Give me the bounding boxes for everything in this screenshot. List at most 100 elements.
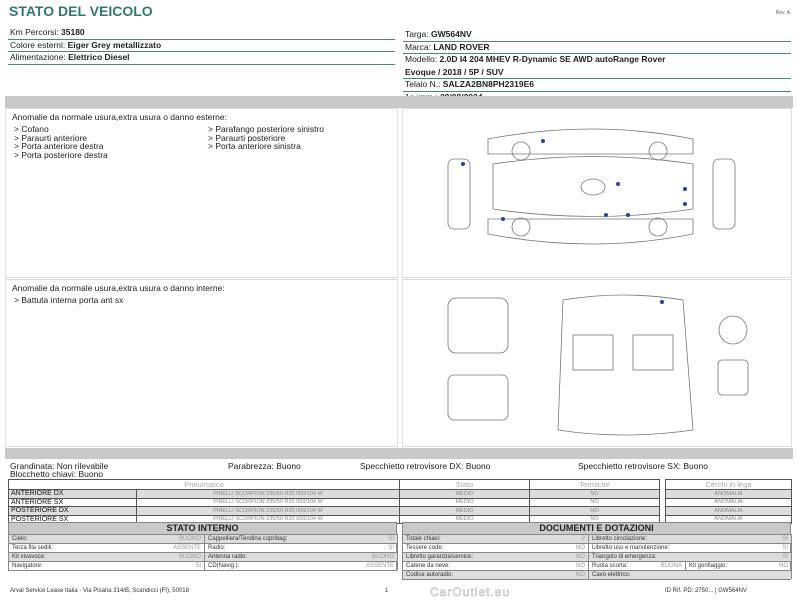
modello-row-2: Evoque / 2018 / 5P / SUV	[403, 67, 791, 79]
footer-address: Arval Service Lease Italia - Via Pisana …	[10, 588, 189, 594]
field-label: Codice autoradio:	[406, 572, 454, 578]
tyre-position: ANTERIORE DX	[8, 489, 137, 499]
field-label: Antenna radio:	[208, 554, 248, 560]
rim-status: ANOMALIA	[665, 506, 792, 516]
col-termiche: Termiche	[529, 479, 660, 490]
blocchetto-chiavi: Blocchetto chiavi: Buono	[10, 469, 104, 479]
field-value: NO	[576, 545, 585, 551]
damage-item: > Battuta interna porta ant sx	[14, 295, 124, 305]
external-damage-panel: Anomalie da normale usura,extra usura o …	[5, 108, 398, 278]
table-row: ANTERIORE DX PIRELLI SCORPION 235/50 R20 …	[8, 489, 660, 499]
field-cell: Catene da neve: NO	[403, 561, 589, 570]
field-value: BUONO	[178, 554, 201, 560]
field-cell: Totale chiavi: 2	[403, 534, 589, 543]
tyre-termiche: NO	[529, 497, 660, 507]
damage-item: > Porta anteriore destra	[14, 141, 104, 151]
field-cell: Libretto garanzia/service: NO	[403, 552, 589, 561]
documenti-title: DOCUMENTI E DOTAZIONI	[403, 523, 790, 534]
field-label: Catene da neve:	[406, 563, 451, 569]
tyre-position: POSTERIORE DX	[8, 506, 137, 516]
page-number: 1	[385, 588, 389, 594]
field-cell: Cavo elettrico:	[589, 570, 792, 579]
grandinata: Grandinata: Non rilevabile	[10, 461, 109, 471]
modello-row: Modello: 2.0D I4 204 MHEV R-Dynamic SE A…	[405, 54, 666, 64]
vehicle-info-right: Targa: GW564NV Marca: LAND ROVER Modello…	[403, 29, 791, 104]
table-row: POSTERIORE DX PIRELLI SCORPION 235/50 R20…	[8, 506, 660, 516]
field-value: BUONA	[660, 563, 682, 569]
field-label: Ruota scorta:	[592, 563, 628, 569]
external-car-diagram	[402, 108, 792, 278]
damage-item: > Porta posteriore destra	[14, 149, 108, 160]
tyre-stato: MEDIO	[399, 497, 530, 507]
col-pneumatico: Pneumatico	[8, 479, 400, 490]
damage-item: > Cofano	[14, 124, 49, 134]
field-cell: Navigatore: SI	[9, 561, 205, 570]
field-value: NO	[576, 554, 585, 560]
field-label: Navigatore:	[12, 563, 43, 569]
field-label: Cielo:	[12, 536, 28, 542]
documenti-section: DOCUMENTI E DOTAZIONI Totale chiavi: 2 Lib…	[402, 522, 792, 580]
telaio-row: Telaio N.: SALZA2BN8PH2319E6	[403, 79, 791, 92]
field-cell: Cielo: BUONO	[9, 534, 205, 543]
field-label: CD(Navig.):	[208, 563, 240, 569]
tyre-termiche: NO	[529, 489, 660, 499]
field-cell: Antenna radio: BUONO	[205, 552, 398, 561]
field-cell: Radio: SI	[205, 543, 398, 552]
field-cell: Libretto uso e manutenzione: SI	[589, 543, 792, 552]
internal-title: Anomalie da normale usura,extra usura o …	[12, 283, 225, 293]
alimentazione-row: Alimentazione: Elettrico Diesel	[8, 52, 395, 65]
col-cerchi: Cerchi in lega	[665, 479, 792, 490]
field-value: SI	[782, 536, 788, 542]
field-label: Terza fila sedili:	[12, 545, 54, 551]
field-label: Triangolo di emergenza:	[592, 554, 657, 560]
rim-status: ANOMALIA	[665, 497, 792, 507]
external-title: Anomalie da normale usura,extra usura o …	[12, 112, 227, 122]
field-label: Cavo elettrico:	[592, 572, 631, 578]
damage-item: > Parafango posteriore sinistro	[208, 124, 324, 134]
col-stato: Stato	[399, 479, 530, 490]
damage-item: > Paraurti posteriore	[208, 132, 286, 143]
field-cell: CD(Navig.): ASSENTE	[205, 561, 398, 570]
field-value: 2	[581, 536, 585, 542]
field-label: Tessere code:	[406, 545, 444, 551]
specchietto-sx: Specchietto retrovisore SX: Buono	[578, 461, 708, 471]
tyre-model: PIRELLI SCORPION 235/50 R20 000/104 W	[136, 506, 400, 516]
rims-table: Cerchi in lega ANOMALIA ANOMALIA ANOMALI…	[665, 479, 792, 524]
field-label: Kit gonfiaggio:	[689, 563, 728, 569]
field-value: NO	[779, 563, 788, 569]
field-cell: Tessere code: NO	[403, 543, 589, 552]
targa-row: Targa: GW564NV	[403, 29, 791, 42]
damage-item: > Porta anteriore sinistra	[208, 141, 301, 151]
field-label: Radio:	[208, 545, 226, 551]
field-cell: Ruota scorta: BUONA Kit gonfiaggio: NO	[589, 561, 792, 570]
field-label: Libretto uso e manutenzione:	[592, 545, 670, 551]
field-value: SI	[388, 536, 394, 542]
internal-list: > Battuta interna porta ant sx	[14, 296, 397, 305]
vehicle-info-left: Km Percorsi: 35180 Colore esterni: Eiger…	[8, 27, 395, 65]
watermark-logo: CarOutlet.eu	[430, 585, 511, 599]
separator-band-2	[5, 448, 793, 459]
field-cell: Triangolo di emergenza: SI	[589, 552, 792, 561]
stato-interno-section: STATO INTERNO Cielo: BUONO Cappelliera/Ten…	[8, 522, 398, 571]
tyre-stato: MEDIO	[399, 506, 530, 516]
revision: Rev. A	[775, 10, 790, 16]
field-value: SI	[782, 554, 788, 560]
field-value: ASSENTE	[365, 563, 394, 569]
damage-marker	[660, 300, 664, 304]
field-value: SI	[782, 545, 788, 551]
external-list: > Cofano > Parafango posteriore sinistro …	[14, 125, 397, 159]
field-value: BUONO	[178, 536, 201, 542]
field-cell: Terza fila sedili: ASSENTE	[9, 543, 205, 552]
field-label: Kit vivavoce:	[12, 554, 46, 560]
damage-item: > Paraurti anteriore	[14, 132, 87, 143]
tyre-termiche: NO	[529, 506, 660, 516]
stato-interno-title: STATO INTERNO	[9, 523, 396, 534]
field-cell: Kit vivavoce: BUONO	[9, 552, 205, 561]
tyre-stato: MEDIO	[399, 489, 530, 499]
damage-markers	[461, 139, 687, 221]
colore-row: Colore esterni: Eiger Grey metallizzato	[8, 40, 395, 52]
parabrezza: Parabrezza: Buono	[228, 461, 301, 471]
tyre-position: ANTERIORE SX	[8, 497, 137, 507]
km-row: Km Percorsi: 35180	[8, 27, 395, 40]
internal-car-diagram	[402, 279, 792, 447]
